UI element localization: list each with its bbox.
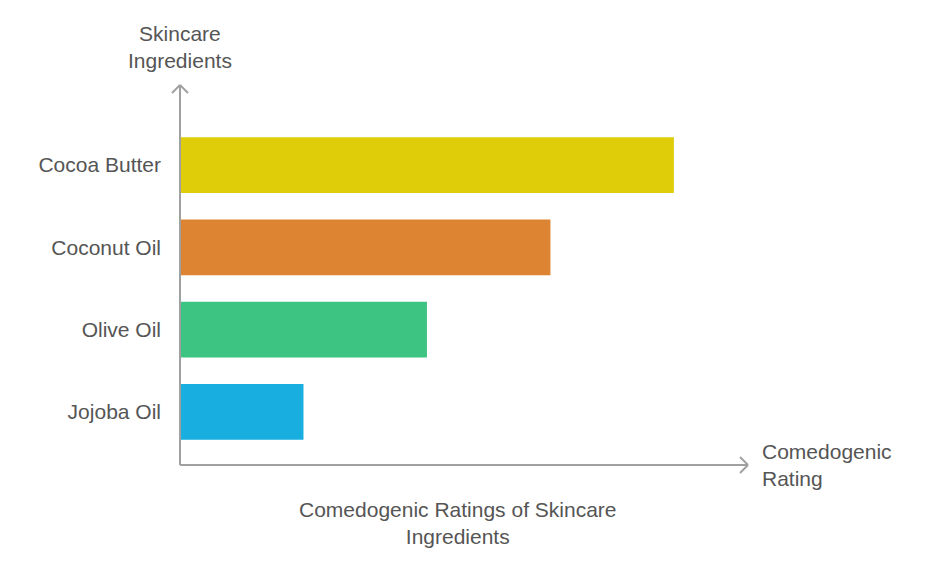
svg-text:Coconut Oil: Coconut Oil xyxy=(51,236,161,259)
svg-text:ComedogenicRating: ComedogenicRating xyxy=(762,440,892,490)
svg-text:Cocoa Butter: Cocoa Butter xyxy=(38,153,161,176)
svg-text:Comedogenic Ratings of Skincar: Comedogenic Ratings of SkincareIngredien… xyxy=(299,498,617,548)
svg-text:SkincareIngredients: SkincareIngredients xyxy=(128,22,232,72)
svg-text:Olive Oil: Olive Oil xyxy=(82,318,161,341)
svg-text:Jojoba Oil: Jojoba Oil xyxy=(68,400,161,423)
